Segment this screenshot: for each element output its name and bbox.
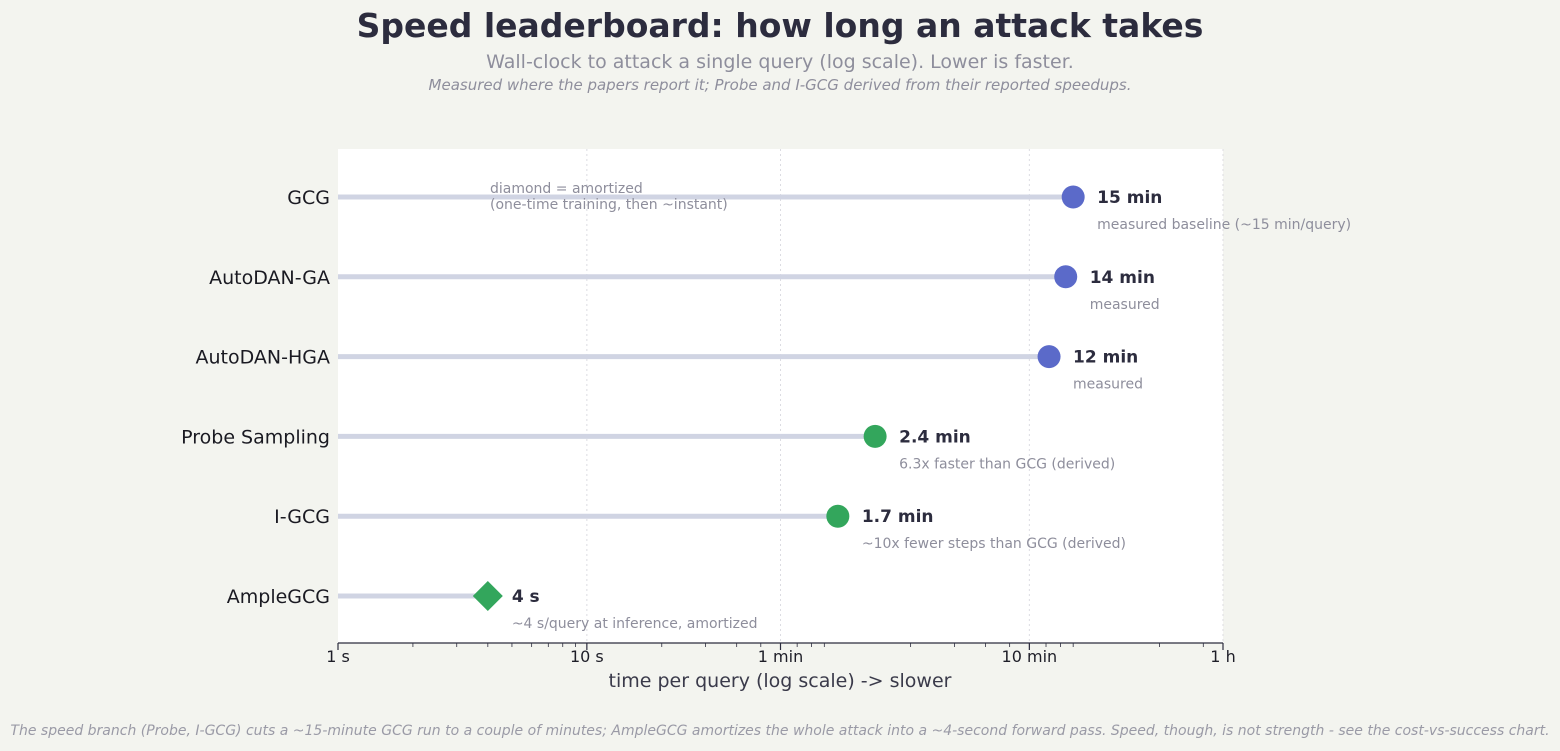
- category-label: Probe Sampling: [181, 426, 330, 448]
- value-label: 15 min: [1097, 188, 1162, 208]
- note-label: measured baseline (~15 min/query): [1097, 217, 1351, 233]
- point-marker: [1054, 265, 1078, 289]
- category-label: I-GCG: [274, 506, 330, 528]
- point-marker: [863, 424, 887, 448]
- markers: [472, 185, 1085, 611]
- value-label: 12 min: [1073, 348, 1138, 368]
- category-label: AutoDAN-GA: [209, 267, 330, 289]
- x-tick-label: 10 s: [570, 647, 604, 666]
- value-label: 14 min: [1090, 268, 1155, 288]
- annotation-line-2: (one-time training, then ~instant): [490, 197, 728, 213]
- note-label: measured: [1090, 297, 1160, 313]
- point-marker: [1061, 185, 1085, 209]
- note-label: 6.3x faster than GCG (derived): [899, 456, 1115, 472]
- note-label: ~10x fewer steps than GCG (derived): [862, 536, 1126, 552]
- x-axis-label: time per query (log scale) -> slower: [609, 670, 952, 692]
- chart-title: Speed leaderboard: how long an attack ta…: [356, 6, 1204, 45]
- category-label: AmpleGCG: [227, 586, 330, 608]
- value-label: 1.7 min: [862, 507, 934, 527]
- x-tick-label: 1 s: [326, 647, 350, 666]
- value-labels: 15 min measured baseline (~15 min/query) 1…: [512, 188, 1351, 632]
- diamond-marker: [472, 581, 503, 611]
- annotation: diamond = amortized(one-time training, t…: [490, 181, 728, 213]
- chart-note: Measured where the papers report it; Pro…: [428, 76, 1132, 94]
- x-tick-label: 10 min: [1002, 647, 1058, 666]
- value-label: 4 s: [512, 587, 540, 607]
- note-label: ~4 s/query at inference, amortized: [512, 616, 758, 632]
- footer-caption: The speed branch (Probe, I-GCG) cuts a ~…: [10, 723, 1550, 739]
- category-labels: GCG AutoDAN-GA AutoDAN-HGA Probe Sampling I-…: [181, 187, 330, 608]
- point-marker: [826, 504, 850, 528]
- note-label: measured: [1073, 377, 1143, 393]
- x-axis: 1 s 10 s 1 min 10 min 1 h time per query (log…: [326, 642, 1236, 692]
- category-label: GCG: [287, 187, 330, 209]
- category-label: AutoDAN-HGA: [196, 347, 330, 369]
- value-label: 2.4 min: [899, 427, 971, 447]
- chart-subtitle: Wall-clock to attack a single query (log…: [486, 51, 1074, 73]
- x-tick-label: 1 h: [1210, 647, 1235, 666]
- point-marker: [1037, 345, 1061, 369]
- x-tick-label: 1 min: [758, 647, 803, 666]
- lollipop-chart: diamond = amortized(one-time training, t…: [181, 149, 1351, 692]
- annotation-line-1: diamond = amortized: [490, 181, 643, 197]
- grid-lines: [586, 149, 1224, 643]
- stems: [338, 194, 1074, 599]
